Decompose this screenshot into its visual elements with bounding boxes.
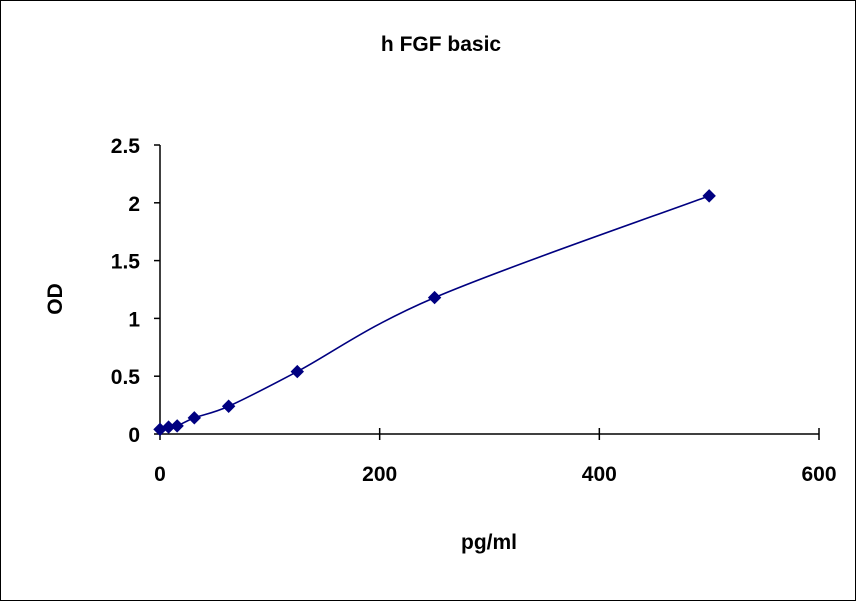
data-point-marker <box>170 419 184 433</box>
y-axis-label: OD <box>44 283 67 315</box>
chart-title: h FGF basic <box>381 33 502 56</box>
y-tick-label: 0 <box>128 424 140 447</box>
x-axis-label: pg/ml <box>461 531 517 554</box>
data-point-marker <box>427 290 442 305</box>
y-tick-label: 1 <box>128 308 140 331</box>
data-point-marker <box>290 364 304 379</box>
data-point-marker <box>702 189 716 203</box>
data-point-marker <box>187 411 202 425</box>
y-tick-label: 2 <box>128 193 140 216</box>
y-tick-label: 0.5 <box>111 366 141 389</box>
plot-area: 0 200 400 600 0 0.5 1 1.5 2 2.5 <box>111 135 837 486</box>
x-tick-label: 0 <box>154 463 166 486</box>
y-tick-label: 2.5 <box>111 135 141 158</box>
y-tick-label: 1.5 <box>111 251 141 274</box>
data-point-marker <box>221 399 236 413</box>
x-tick-label: 400 <box>582 463 617 486</box>
series-line <box>159 195 710 431</box>
x-tick-label: 600 <box>801 463 836 486</box>
x-tick-label: 200 <box>362 463 397 486</box>
